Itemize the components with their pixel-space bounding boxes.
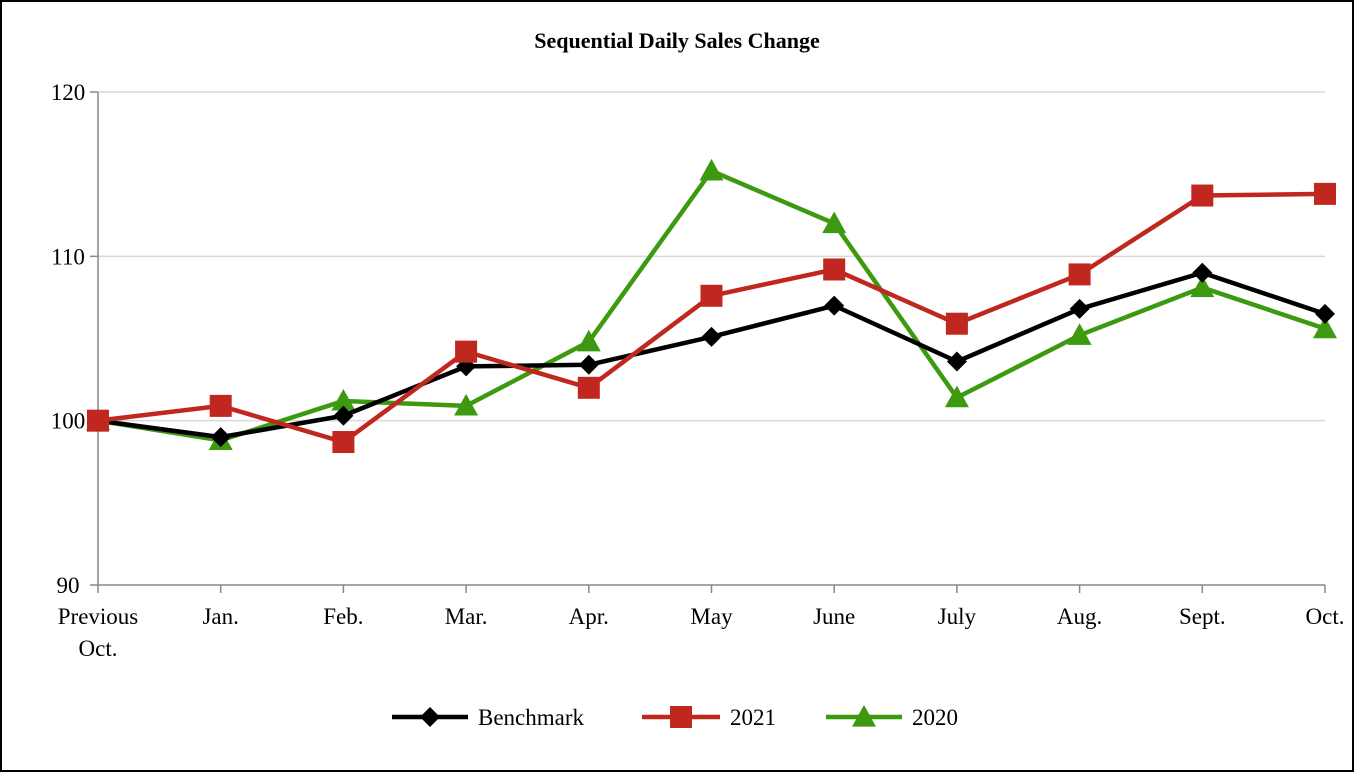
data-point-benchmark [824, 295, 845, 316]
data-point-2021 [209, 394, 232, 417]
data-point-2020 [1190, 275, 1215, 298]
gridlines [98, 91, 1325, 422]
x-tick-label: Aug. [1057, 604, 1102, 629]
data-point-2021 [1314, 182, 1336, 205]
data-point-benchmark [701, 326, 722, 347]
x-tick-label: Mar. [445, 604, 488, 629]
x-tick-label: July [938, 604, 977, 629]
legend: Benchmark 2021 2020 [392, 705, 958, 730]
x-tick-label: June [813, 604, 855, 629]
y-tick-label: 100 [51, 409, 86, 434]
series-2021 [87, 182, 1336, 454]
data-point-2020 [1067, 323, 1092, 345]
chart-title: Sequential Daily Sales Change [534, 28, 820, 53]
data-point-2020 [331, 388, 356, 411]
data-point-benchmark [1069, 298, 1090, 319]
series-line [97, 191, 1326, 445]
data-point-2020 [454, 393, 479, 416]
data-point-benchmark [1192, 262, 1213, 283]
x-tick-label: Jan. [202, 604, 238, 629]
legend-label: 2021 [730, 705, 776, 730]
data-point-benchmark [333, 405, 354, 426]
data-point-2020 [822, 211, 847, 234]
data-point-benchmark [578, 354, 599, 375]
data-point-2020 [852, 705, 876, 727]
legend-label: Benchmark [478, 705, 585, 730]
data-point-2021 [1191, 184, 1214, 207]
data-point-2021 [455, 340, 478, 363]
data-point-2021 [577, 376, 600, 399]
data-point-2020 [699, 158, 724, 181]
legend-item-benchmark: Benchmark [392, 705, 585, 730]
data-point-2020 [944, 385, 969, 408]
legend-item-2020: 2020 [826, 705, 958, 730]
data-point-benchmark [1315, 303, 1335, 324]
data-point-benchmark [420, 707, 440, 727]
data-point-benchmark [210, 427, 231, 448]
data-point-2021 [332, 431, 355, 454]
data-point-2020 [576, 329, 601, 352]
series-group [86, 158, 1337, 454]
y-tick-label: 90 [57, 573, 80, 598]
data-point-2021 [700, 284, 723, 307]
axes: 90 100 110 120 Previous Oct. Jan. Feb. Mar. Apr. M… [51, 80, 1345, 661]
x-tick-label: Oct. [79, 636, 118, 661]
data-point-2021 [1068, 263, 1091, 286]
x-tick-label: Apr. [569, 604, 609, 629]
x-tick-label: Previous [58, 604, 139, 629]
y-tick-label: 120 [51, 80, 86, 105]
data-point-2020 [1313, 316, 1337, 339]
x-tick-label: May [690, 604, 733, 629]
x-tick-label: Oct. [1306, 604, 1345, 629]
x-tick-label: Feb. [323, 604, 363, 629]
data-point-benchmark [946, 351, 967, 372]
data-point-2021 [823, 258, 846, 281]
x-tick-label: Sept. [1179, 604, 1226, 629]
y-tick-label: 110 [51, 244, 85, 269]
data-point-2021 [670, 706, 692, 728]
legend-item-2021: 2021 [642, 705, 776, 730]
data-point-2021 [945, 312, 968, 335]
data-point-2021 [87, 409, 109, 432]
legend-label: 2020 [912, 705, 958, 730]
